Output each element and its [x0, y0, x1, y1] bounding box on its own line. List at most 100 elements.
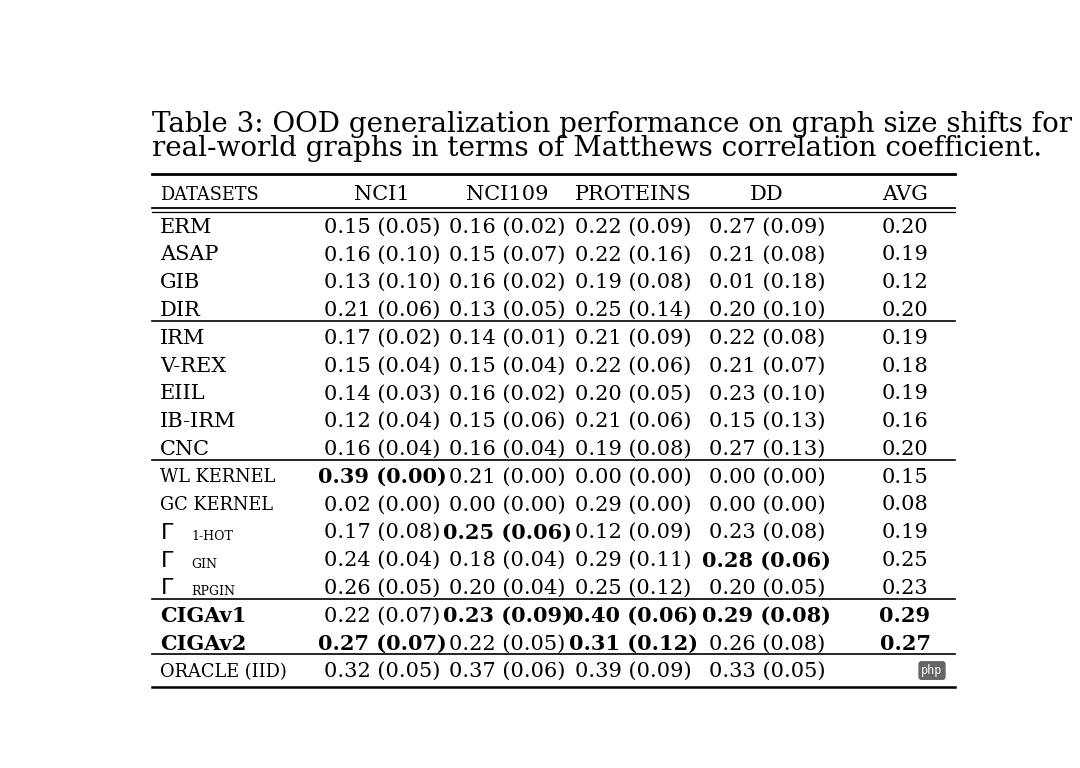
Text: 0.14 (0.01): 0.14 (0.01) — [449, 329, 566, 348]
Text: 0.29 (0.00): 0.29 (0.00) — [575, 495, 691, 515]
Text: 0.24 (0.04): 0.24 (0.04) — [324, 551, 440, 570]
Text: 0.21 (0.07): 0.21 (0.07) — [708, 356, 825, 376]
Text: ASAP: ASAP — [160, 245, 218, 264]
Text: 0.16 (0.02): 0.16 (0.02) — [449, 384, 566, 403]
Text: 0.21 (0.09): 0.21 (0.09) — [575, 329, 691, 348]
Text: $\Gamma$: $\Gamma$ — [160, 550, 174, 571]
Text: 0.23 (0.09): 0.23 (0.09) — [443, 606, 572, 626]
Text: 0.28 (0.06): 0.28 (0.06) — [702, 551, 832, 571]
Text: CNC: CNC — [160, 440, 211, 459]
Text: 0.08: 0.08 — [881, 495, 929, 515]
Text: 0.16: 0.16 — [881, 412, 929, 431]
Text: $\Gamma$: $\Gamma$ — [160, 521, 174, 544]
Text: 0.22 (0.08): 0.22 (0.08) — [708, 329, 825, 348]
Text: 0.22 (0.09): 0.22 (0.09) — [575, 217, 691, 237]
Text: 0.15 (0.04): 0.15 (0.04) — [324, 356, 441, 376]
Text: 0.14 (0.03): 0.14 (0.03) — [324, 384, 441, 403]
Text: GIB: GIB — [160, 273, 201, 292]
Text: 0.19: 0.19 — [881, 329, 929, 348]
Text: GIN: GIN — [191, 558, 217, 571]
Text: 1-HOT: 1-HOT — [191, 530, 233, 543]
Text: $\Gamma$: $\Gamma$ — [160, 578, 174, 599]
Text: V-REX: V-REX — [160, 356, 226, 376]
Text: 0.19 (0.08): 0.19 (0.08) — [575, 440, 691, 459]
Text: 0.40 (0.06): 0.40 (0.06) — [568, 606, 698, 626]
Text: 0.26 (0.08): 0.26 (0.08) — [708, 634, 825, 654]
Text: 0.20: 0.20 — [881, 301, 929, 320]
Text: 0.23 (0.08): 0.23 (0.08) — [708, 523, 825, 542]
Text: 0.16 (0.10): 0.16 (0.10) — [324, 245, 441, 264]
Text: 0.23: 0.23 — [881, 579, 929, 598]
Text: 0.00 (0.00): 0.00 (0.00) — [708, 495, 825, 515]
Text: NCI1: NCI1 — [354, 185, 409, 204]
Text: 0.20 (0.10): 0.20 (0.10) — [708, 301, 825, 320]
Text: 0.21 (0.06): 0.21 (0.06) — [575, 412, 691, 431]
Text: 0.00 (0.00): 0.00 (0.00) — [449, 495, 566, 515]
Text: 0.20: 0.20 — [881, 217, 929, 237]
Text: 0.23 (0.10): 0.23 (0.10) — [708, 384, 825, 403]
Text: EIIL: EIIL — [160, 384, 205, 403]
Text: 0.00 (0.00): 0.00 (0.00) — [708, 468, 825, 487]
Text: 0.27 (0.09): 0.27 (0.09) — [708, 217, 825, 237]
Text: PROTEINS: PROTEINS — [575, 185, 691, 204]
Text: DATASETS: DATASETS — [160, 186, 259, 204]
Text: 0.27: 0.27 — [879, 634, 931, 654]
Text: Table 3: OOD generalization performance on graph size shifts for: Table 3: OOD generalization performance … — [151, 111, 1071, 138]
Text: IRM: IRM — [160, 329, 205, 348]
Text: 0.29 (0.08): 0.29 (0.08) — [702, 606, 832, 626]
Text: 0.16 (0.04): 0.16 (0.04) — [324, 440, 441, 459]
Text: 0.18 (0.04): 0.18 (0.04) — [449, 551, 566, 570]
Text: 0.12 (0.09): 0.12 (0.09) — [575, 523, 691, 542]
Text: 0.21 (0.08): 0.21 (0.08) — [708, 245, 825, 264]
Text: RPGIN: RPGIN — [191, 585, 235, 598]
Text: 0.21 (0.06): 0.21 (0.06) — [324, 301, 441, 320]
Text: CIGAv1: CIGAv1 — [160, 606, 246, 626]
Text: AVG: AVG — [882, 185, 928, 204]
Text: ERM: ERM — [160, 217, 213, 237]
Text: IB-IRM: IB-IRM — [160, 412, 237, 431]
Text: 0.31 (0.12): 0.31 (0.12) — [568, 634, 698, 654]
Text: 0.15 (0.06): 0.15 (0.06) — [449, 412, 566, 431]
Text: php: php — [921, 664, 943, 677]
Text: 0.22 (0.06): 0.22 (0.06) — [575, 356, 691, 376]
Text: 0.32 (0.05): 0.32 (0.05) — [324, 662, 441, 681]
Text: GC KERNEL: GC KERNEL — [160, 496, 273, 514]
Text: 0.18: 0.18 — [881, 356, 929, 376]
Text: 0.29: 0.29 — [879, 606, 931, 626]
Text: real-world graphs in terms of Matthews correlation coefficient.: real-world graphs in terms of Matthews c… — [151, 134, 1042, 162]
Text: 0.02 (0.00): 0.02 (0.00) — [324, 495, 441, 515]
Text: 0.39 (0.00): 0.39 (0.00) — [318, 467, 446, 487]
Text: 0.29 (0.11): 0.29 (0.11) — [575, 551, 691, 570]
Text: 0.01 (0.18): 0.01 (0.18) — [708, 273, 825, 292]
Text: 0.19: 0.19 — [881, 384, 929, 403]
Text: NCI109: NCI109 — [467, 185, 549, 204]
Text: 0.39 (0.09): 0.39 (0.09) — [575, 662, 691, 681]
Text: 0.20 (0.04): 0.20 (0.04) — [449, 579, 566, 598]
Text: 0.27 (0.07): 0.27 (0.07) — [318, 634, 446, 654]
Text: 0.16 (0.02): 0.16 (0.02) — [449, 273, 566, 292]
Text: 0.25 (0.06): 0.25 (0.06) — [443, 523, 572, 543]
Text: 0.19: 0.19 — [881, 245, 929, 264]
Text: 0.33 (0.05): 0.33 (0.05) — [708, 662, 825, 681]
Text: 0.00 (0.00): 0.00 (0.00) — [575, 468, 691, 487]
Text: WL KERNEL: WL KERNEL — [160, 468, 275, 486]
Text: 0.15 (0.07): 0.15 (0.07) — [449, 245, 566, 264]
Text: 0.13 (0.10): 0.13 (0.10) — [324, 273, 441, 292]
Text: 0.13 (0.05): 0.13 (0.05) — [449, 301, 566, 320]
Text: 0.19: 0.19 — [881, 523, 929, 542]
Text: 0.21 (0.00): 0.21 (0.00) — [449, 468, 566, 487]
Text: 0.16 (0.04): 0.16 (0.04) — [449, 440, 566, 459]
Text: DIR: DIR — [160, 301, 201, 320]
Text: 0.22 (0.16): 0.22 (0.16) — [575, 245, 691, 264]
Text: 0.17 (0.02): 0.17 (0.02) — [324, 329, 441, 348]
Text: 0.16 (0.02): 0.16 (0.02) — [449, 217, 566, 237]
Text: 0.27 (0.13): 0.27 (0.13) — [708, 440, 825, 459]
Text: 0.25: 0.25 — [881, 551, 929, 570]
Text: 0.19 (0.08): 0.19 (0.08) — [575, 273, 691, 292]
Text: 0.15: 0.15 — [881, 468, 929, 487]
Text: ORACLE (IID): ORACLE (IID) — [160, 663, 287, 680]
Text: 0.22 (0.05): 0.22 (0.05) — [449, 634, 566, 654]
Text: 0.25 (0.14): 0.25 (0.14) — [575, 301, 691, 320]
Text: 0.15 (0.04): 0.15 (0.04) — [449, 356, 566, 376]
Text: 0.25 (0.12): 0.25 (0.12) — [575, 579, 691, 598]
